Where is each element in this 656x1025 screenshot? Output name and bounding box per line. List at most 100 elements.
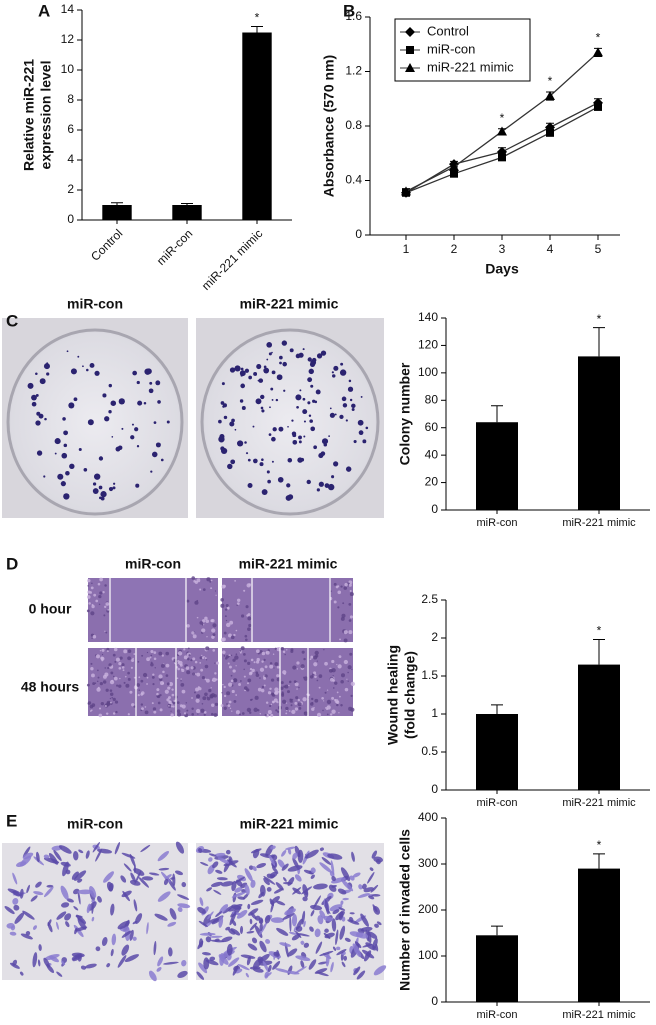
cell [179, 704, 183, 708]
cell [177, 667, 180, 671]
cell [203, 957, 210, 970]
cell [46, 884, 54, 888]
cell [300, 960, 305, 969]
cell [294, 874, 302, 882]
cell [97, 676, 100, 679]
cell [90, 667, 94, 671]
cell [349, 592, 354, 597]
cell [324, 661, 328, 666]
cell [295, 696, 299, 700]
cell [231, 891, 246, 898]
cell [301, 650, 305, 654]
y-tick-label: 1.2 [345, 64, 362, 78]
colony [261, 409, 265, 413]
cell [14, 912, 25, 924]
cell [303, 869, 314, 875]
cell [233, 678, 238, 683]
cell [110, 948, 114, 957]
y-tick-label: 400 [418, 810, 438, 824]
cell [198, 920, 208, 927]
cell [206, 887, 213, 892]
cell [243, 675, 246, 678]
cell [332, 679, 335, 682]
cell [226, 606, 230, 610]
cell [270, 917, 285, 923]
cell [116, 684, 119, 687]
gap [110, 578, 186, 642]
cell [206, 636, 208, 638]
cell [156, 967, 162, 972]
cell [222, 650, 226, 655]
cell [127, 656, 132, 661]
colony [318, 481, 324, 487]
colony [229, 367, 236, 373]
cell [175, 841, 185, 854]
cell [248, 623, 252, 628]
cell [221, 936, 233, 943]
cell [369, 867, 374, 871]
cell [274, 687, 279, 692]
cell [112, 653, 116, 657]
colony [245, 452, 249, 455]
cell [344, 937, 351, 942]
cell [208, 857, 213, 862]
colony [92, 488, 99, 494]
cell [150, 649, 154, 654]
cell [330, 860, 335, 876]
cell [60, 861, 71, 867]
cell [246, 682, 249, 685]
cell [226, 943, 233, 956]
cell [140, 844, 151, 853]
cell [200, 708, 205, 713]
cell [120, 875, 127, 883]
cell [234, 579, 237, 582]
cell [212, 649, 216, 652]
cell [195, 687, 199, 692]
colony [92, 482, 97, 486]
cell [144, 706, 147, 708]
cell [350, 694, 353, 698]
colony [132, 370, 137, 376]
error-bar [181, 203, 193, 205]
cell [74, 926, 88, 932]
y-tick-label: 1.6 [345, 9, 362, 23]
cell [227, 662, 230, 665]
cell [223, 685, 226, 689]
cell [340, 679, 344, 684]
point [497, 126, 507, 136]
cell [235, 710, 240, 715]
cell [225, 849, 231, 855]
gap [252, 578, 330, 642]
cell [104, 605, 107, 609]
cell [91, 673, 95, 678]
colony [291, 419, 294, 422]
colony [333, 461, 339, 467]
colony [289, 348, 294, 353]
cell [211, 628, 216, 633]
cell [115, 710, 118, 714]
colony [27, 382, 34, 389]
cell [337, 606, 340, 609]
cell [263, 684, 266, 687]
cell [214, 590, 217, 592]
colony [309, 419, 313, 423]
cell [239, 925, 244, 935]
cell [33, 891, 44, 896]
cell [264, 915, 271, 924]
cell [272, 961, 281, 970]
cell [338, 712, 340, 714]
cell [250, 658, 254, 662]
cell [296, 688, 298, 690]
cell [236, 602, 240, 606]
cell [86, 609, 90, 613]
cell [270, 713, 274, 717]
cell [318, 686, 321, 689]
colony [247, 483, 253, 489]
cell [217, 857, 230, 864]
cell [85, 850, 90, 859]
cell [229, 911, 237, 926]
cell [157, 956, 164, 967]
colony [36, 450, 43, 456]
cell [313, 895, 321, 909]
colony [70, 368, 77, 375]
